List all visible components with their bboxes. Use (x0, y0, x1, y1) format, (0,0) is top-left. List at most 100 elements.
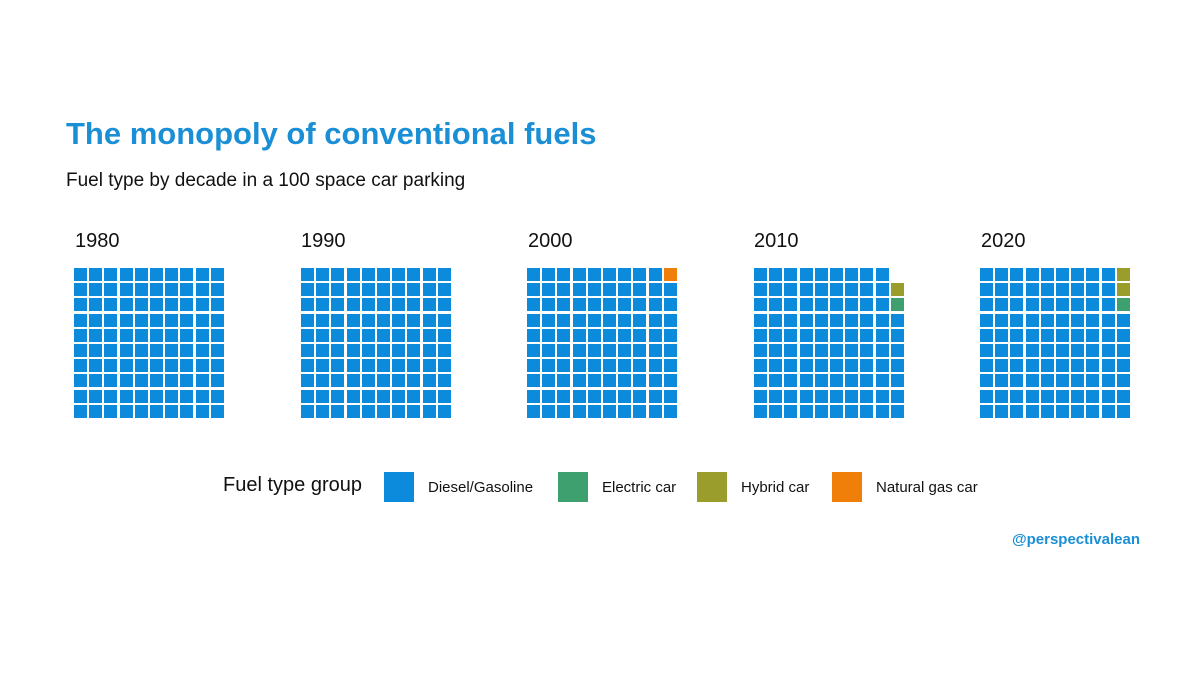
waffle-cell-diesel (346, 328, 360, 342)
legend-title: Fuel type group (223, 474, 362, 496)
waffle-cell-diesel (119, 404, 133, 418)
waffle-cell-diesel (648, 374, 662, 388)
waffle-cell-diesel (407, 283, 421, 297)
legend-swatch (384, 472, 414, 502)
waffle-cell-diesel (346, 359, 360, 373)
waffle-cell-diesel (180, 313, 194, 327)
waffle-cell-diesel (603, 283, 616, 297)
waffle-cell-diesel (422, 344, 436, 357)
legend-label: Hybrid car (741, 478, 810, 496)
waffle-cell-diesel (361, 268, 375, 281)
waffle-cell-diesel (1101, 283, 1115, 297)
waffle-cell-diesel (1025, 404, 1039, 418)
panel-label-1990: 1990 (301, 230, 346, 252)
waffle-cell-diesel (437, 268, 451, 281)
waffle-cell-diesel (663, 344, 677, 357)
waffle-cell-diesel (361, 328, 375, 342)
waffle-cell-diesel (1086, 283, 1100, 297)
waffle-cell-diesel (195, 313, 209, 327)
waffle-cell-diesel (769, 374, 783, 388)
waffle-cell-diesel (134, 283, 148, 297)
waffle-cell-diesel (180, 404, 194, 418)
waffle-cell-diesel (210, 344, 224, 357)
waffle-cell-diesel (527, 268, 540, 281)
waffle-cell-diesel (331, 344, 345, 357)
waffle-cell-hybrid (1116, 268, 1130, 281)
legend-item-electric: Electric car (558, 472, 676, 502)
waffle-cell-diesel (74, 268, 87, 281)
waffle-cell-diesel (437, 313, 451, 327)
waffle-cell-diesel (860, 359, 874, 373)
waffle-cell-diesel (754, 404, 767, 418)
waffle-cell-diesel (346, 389, 360, 403)
waffle-cell-diesel (377, 298, 390, 312)
waffle-cell-diesel (618, 283, 632, 297)
waffle-cell-diesel (377, 374, 390, 388)
waffle-cell-diesel (361, 298, 375, 312)
waffle-cell-diesel (890, 374, 904, 388)
waffle-cell-diesel (437, 404, 451, 418)
waffle-cell-diesel (407, 404, 421, 418)
waffle-cell-diesel (210, 313, 224, 327)
waffle-cell-diesel (89, 328, 103, 342)
waffle-cell-diesel (995, 344, 1009, 357)
waffle-cell-diesel (150, 404, 163, 418)
waffle-cell-diesel (830, 328, 843, 342)
waffle-cell-diesel (663, 283, 677, 297)
waffle-cell-diesel (316, 344, 330, 357)
waffle-cell-diesel (875, 283, 889, 297)
waffle-cell-diesel (633, 374, 647, 388)
waffle-cell-diesel (1071, 344, 1085, 357)
waffle-cell-diesel (392, 328, 406, 342)
waffle-cell-diesel (210, 359, 224, 373)
waffle-cell-diesel (663, 389, 677, 403)
waffle-cell-diesel (150, 344, 163, 357)
waffle-cell-diesel (995, 404, 1009, 418)
waffle-cell-diesel (830, 359, 843, 373)
waffle-cell-diesel (422, 359, 436, 373)
credit-handle: @perspectivalean (1011, 531, 1140, 548)
waffle-cell-diesel (845, 328, 859, 342)
waffle-cell-diesel (587, 283, 601, 297)
waffle-cell-diesel (1101, 389, 1115, 403)
waffle-cell-diesel (1116, 389, 1130, 403)
waffle-cell-diesel (603, 344, 616, 357)
waffle-cell-diesel (845, 298, 859, 312)
waffle-cell-diesel (603, 404, 616, 418)
waffle-cell-diesel (557, 404, 571, 418)
waffle-cell-diesel (1071, 389, 1085, 403)
waffle-cell-diesel (134, 344, 148, 357)
waffle-cell-diesel (980, 344, 993, 357)
waffle-cell-diesel (1086, 374, 1100, 388)
waffle-cell-diesel (180, 359, 194, 373)
waffle-cell-diesel (1086, 328, 1100, 342)
waffle-cell-diesel (663, 298, 677, 312)
waffle-cell-diesel (542, 298, 556, 312)
waffle-cell-diesel (663, 328, 677, 342)
legend-label: Electric car (602, 478, 677, 496)
waffle-cell-diesel (1010, 359, 1024, 373)
waffle-cell-diesel (1056, 389, 1069, 403)
waffle-cell-diesel (1056, 359, 1069, 373)
waffle-cell-diesel (301, 374, 314, 388)
waffle-cell-diesel (104, 268, 118, 281)
waffle-cell-diesel (74, 298, 87, 312)
waffle-cell-diesel (603, 313, 616, 327)
waffle-cell-diesel (995, 313, 1009, 327)
waffle-cell-diesel (860, 404, 874, 418)
waffle-cell-diesel (587, 389, 601, 403)
legend-label: Diesel/Gasoline (428, 478, 534, 496)
waffle-cell-diesel (422, 268, 436, 281)
waffle-cell-diesel (663, 359, 677, 373)
waffle-cell-diesel (104, 374, 118, 388)
waffle-cell-diesel (875, 374, 889, 388)
waffle-cell-diesel (437, 374, 451, 388)
waffle-cell-diesel (407, 313, 421, 327)
waffle-cell-diesel (542, 328, 556, 342)
waffle-cell-diesel (618, 298, 632, 312)
waffle-cell-diesel (754, 328, 767, 342)
waffle-cell-diesel (527, 313, 540, 327)
waffle-cell-diesel (377, 283, 390, 297)
waffle-cell-diesel (633, 283, 647, 297)
waffle-cell-diesel (799, 313, 813, 327)
